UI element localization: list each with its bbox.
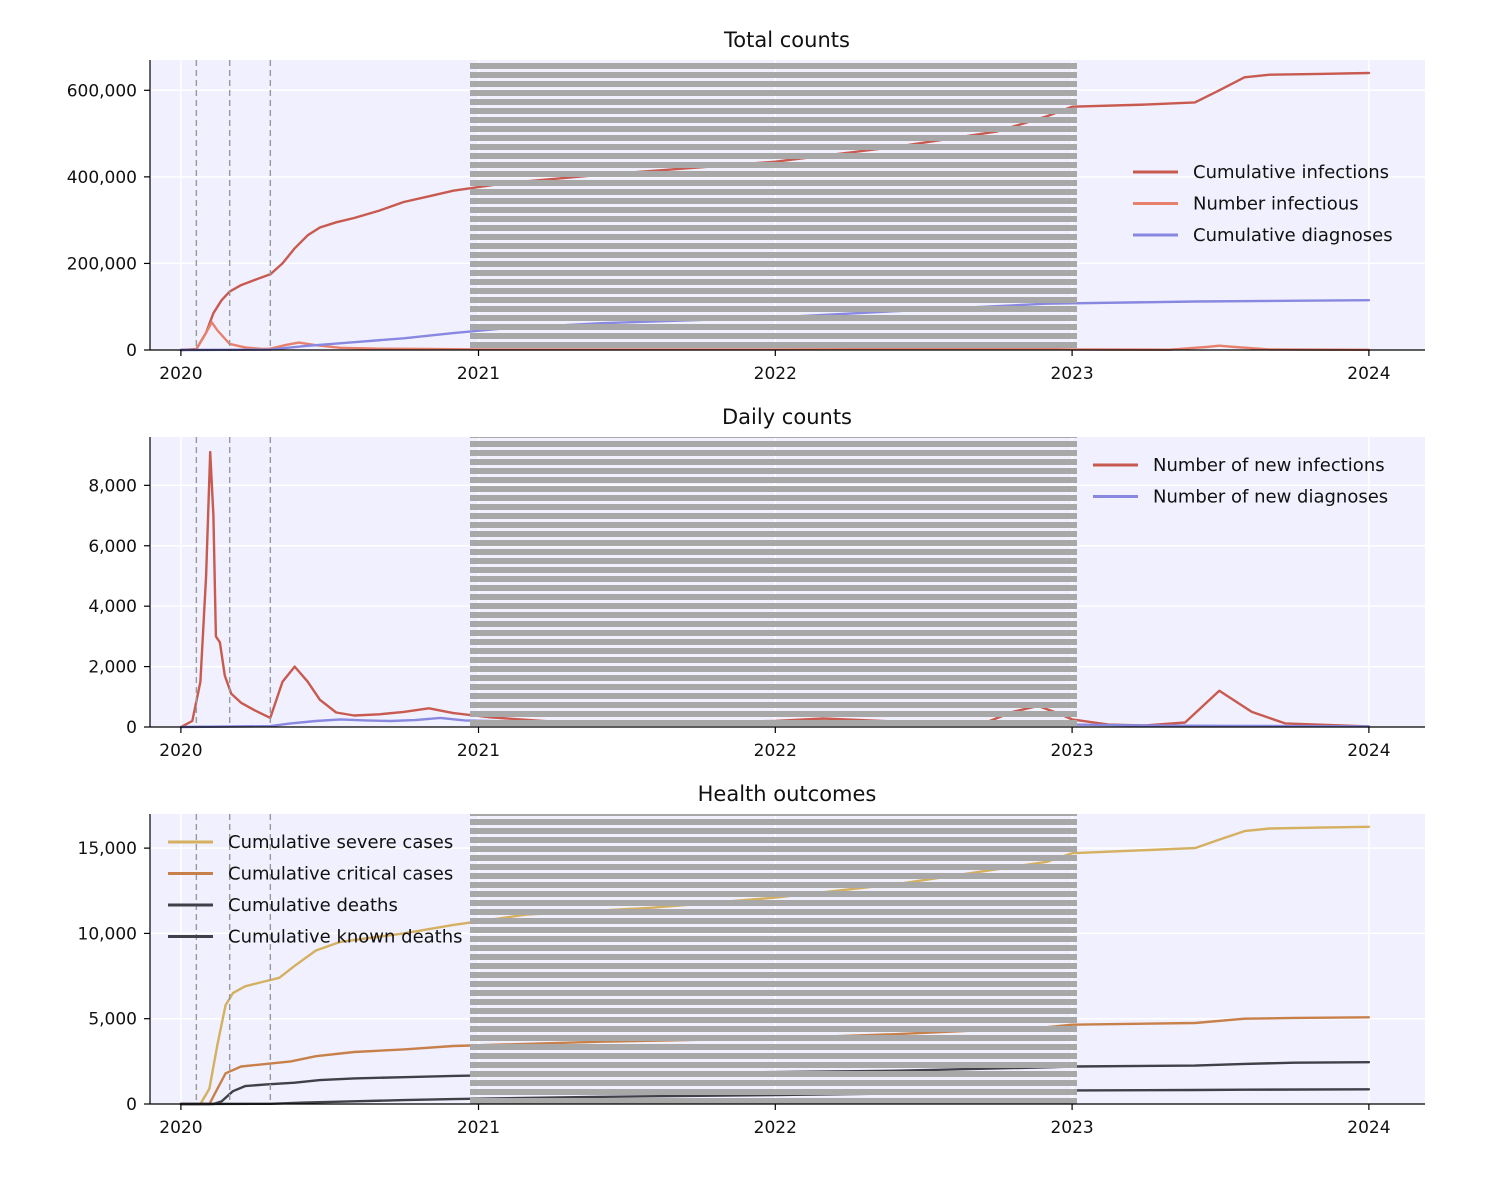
x-tick-label: 2022: [754, 1118, 797, 1138]
legend-label: Number of new diagnoses: [1153, 487, 1388, 508]
series-line-number-of-new-diagnoses: [179, 716, 1371, 729]
panel-total-counts: 2020 2021 2022 2023 2024 0 200,000 400,000 600,…: [67, 28, 1425, 384]
legend-item-cumulative-diagnoses: Cumulative diagnoses: [1133, 225, 1393, 246]
x-tick-label: 2023: [1050, 1118, 1093, 1138]
y-tick-label: 15,000: [78, 839, 137, 859]
redaction-overlay: [470, 814, 1077, 1104]
panel-title: Daily counts: [722, 405, 852, 429]
axes: [149, 60, 1425, 351]
x-tick-label: 2021: [457, 364, 500, 384]
legend-item-number-infectious: Number infectious: [1133, 194, 1359, 215]
series-group: [179, 450, 1371, 729]
y-tick-label: 0: [126, 718, 137, 738]
legend-label: Number of new infections: [1153, 455, 1385, 476]
panel-daily-counts: 2020 2021 2022 2023 2024 0 2,000 4,000 6,000 8,0…: [88, 405, 1425, 761]
series-line-cumulative-critical-cases: [179, 1016, 1371, 1106]
x-tick-label: 2024: [1347, 364, 1390, 384]
panel-health-outcomes: 2020 2021 2022 2023 2024 05,00010,00015,000 …: [78, 782, 1425, 1138]
intervention-lines: [195, 814, 272, 1104]
y-tick-label: 0: [126, 341, 137, 361]
x-tick-label: 2024: [1347, 1118, 1390, 1138]
legend-item-cumulative-infections: Cumulative infections: [1133, 162, 1389, 183]
y-tick-label: 400,000: [67, 168, 137, 188]
legend: Number of new infections Number of new di…: [1093, 455, 1388, 508]
legend-item-number-of-new-infections: Number of new infections: [1093, 455, 1385, 476]
x-tick-label: 2022: [754, 364, 797, 384]
legend-label: Cumulative known deaths: [228, 927, 463, 948]
legend: Cumulative severe cases Cumulative critic…: [168, 832, 463, 948]
y-tick-label: 8,000: [88, 476, 137, 496]
legend-item-number-of-new-diagnoses: Number of new diagnoses: [1093, 487, 1388, 508]
x-axis-ticks: 2020 2021 2022 2023 2024: [159, 1104, 1391, 1138]
legend: Cumulative infections Number infectious Cu…: [1133, 162, 1393, 246]
legend-label: Cumulative diagnoses: [1193, 225, 1393, 246]
redaction-overlay: [470, 60, 1077, 350]
legend-item-cumulative-critical-cases: Cumulative critical cases: [168, 864, 453, 885]
y-tick-label: 5,000: [88, 1010, 137, 1030]
series-line-cumulative-severe-cases: [179, 825, 1371, 1106]
panel-title: Total counts: [723, 28, 850, 52]
x-axis-ticks: 2020 2021 2022 2023 2024: [159, 727, 1391, 761]
y-tick-label: 200,000: [67, 254, 137, 274]
y-tick-label: 0: [126, 1095, 137, 1115]
x-tick-label: 2022: [754, 741, 797, 761]
series-line-number-of-new-infections: [179, 450, 1371, 729]
y-tick-label: 6,000: [88, 537, 137, 557]
x-tick-label: 2021: [457, 741, 500, 761]
x-tick-label: 2021: [457, 1118, 500, 1138]
y-tick-label: 4,000: [88, 597, 137, 617]
legend-label: Cumulative infections: [1193, 162, 1389, 183]
legend-label: Cumulative critical cases: [228, 864, 453, 885]
series-line-number-infectious: [179, 321, 1371, 352]
legend-item-cumulative-deaths: Cumulative deaths: [168, 895, 398, 916]
axes: [149, 814, 1425, 1105]
y-axis-ticks: 0 5,000 10,000 15,000: [78, 839, 150, 1115]
x-tick-label: 2023: [1050, 741, 1093, 761]
x-tick-label: 2020: [159, 1118, 202, 1138]
y-tick-label: 10,000: [78, 924, 137, 944]
y-axis-ticks: 0 200,000 400,000 600,000: [67, 81, 150, 361]
x-tick-label: 2023: [1050, 364, 1093, 384]
series-line-cumulative-infections: [179, 71, 1371, 352]
y-tick-label: 600,000: [67, 81, 137, 101]
redaction-overlay: [470, 437, 1077, 727]
series-line-cumulative-deaths: [179, 1060, 1371, 1106]
panel-title: Health outcomes: [698, 782, 877, 806]
legend-item-cumulative-severe-cases: Cumulative severe cases: [168, 832, 453, 853]
intervention-lines: [195, 60, 272, 350]
intervention-lines: [195, 437, 272, 727]
x-tick-label: 2020: [159, 741, 202, 761]
legend-item-cumulative-known-deaths: Cumulative known deaths: [168, 927, 463, 948]
x-tick-label: 2024: [1347, 741, 1390, 761]
y-axis-ticks: 0 2,000 4,000 6,000 8,000: [88, 476, 150, 738]
legend-label: Cumulative deaths: [228, 895, 398, 916]
legend-label: Cumulative severe cases: [228, 832, 453, 853]
y-tick-label: 2,000: [88, 658, 137, 678]
x-tick-label: 2020: [159, 364, 202, 384]
legend-label: Number infectious: [1193, 194, 1359, 215]
x-axis-ticks: 2020 2021 2022 2023 2024: [159, 350, 1391, 384]
